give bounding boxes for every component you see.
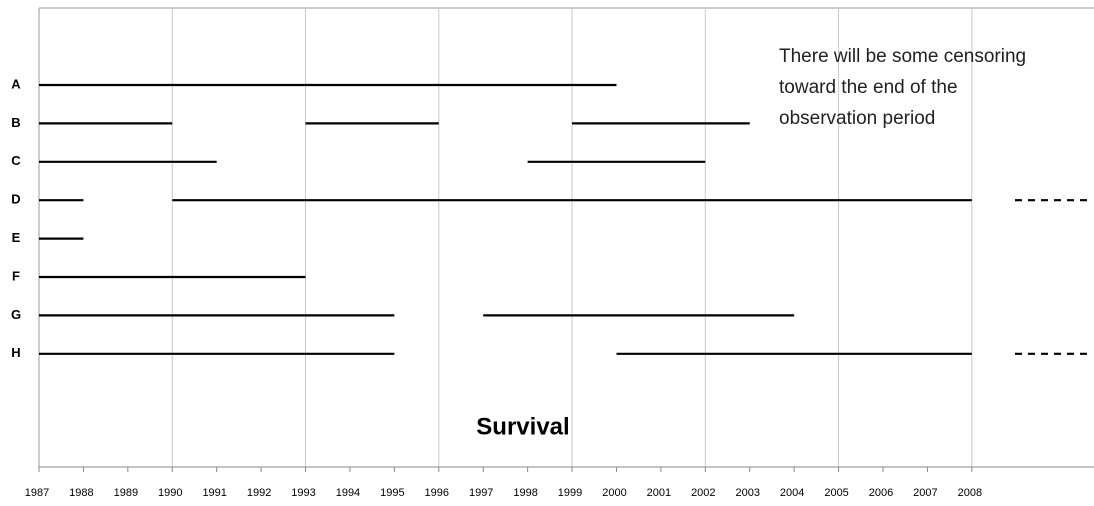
row-label: B (11, 115, 20, 130)
x-tick-label: 2000 (602, 487, 626, 499)
x-tick-label: 1987 (25, 487, 49, 499)
annotation: observation period (779, 108, 935, 129)
row-label: H (11, 345, 20, 360)
x-tick-label: 1989 (114, 487, 138, 499)
x-tick-label: 2004 (780, 487, 804, 499)
row-label: C (11, 153, 21, 168)
x-tick-label: 2008 (958, 487, 982, 499)
row-label: A (11, 76, 21, 91)
annotation: toward the end of the (779, 77, 958, 98)
annotation: There will be some censoring (779, 46, 1026, 67)
x-tick-label: 1995 (380, 487, 404, 499)
x-tick-label: 1998 (513, 487, 537, 499)
x-tick-label: 1997 (469, 487, 493, 499)
x-tick-label: 1994 (336, 487, 360, 499)
x-tick-label: 1991 (202, 487, 226, 499)
x-tick-label: 1988 (69, 487, 93, 499)
row-label: E (12, 230, 21, 245)
x-tick-label: 2002 (691, 487, 715, 499)
x-tick-label: 1992 (247, 487, 271, 499)
row-label: G (11, 307, 21, 322)
row-label: F (12, 268, 20, 283)
chart-title: Survival (476, 413, 569, 440)
x-tick-label: 1990 (158, 487, 182, 499)
x-tick-label: 2007 (913, 487, 937, 499)
x-tick-label: 1999 (558, 487, 582, 499)
x-tick-label: 2003 (735, 487, 759, 499)
x-tick-label: 2006 (869, 487, 893, 499)
x-tick-label: 2005 (824, 487, 848, 499)
row-label: D (11, 192, 20, 207)
x-tick-label: 1996 (425, 487, 449, 499)
x-tick-label: 1993 (291, 487, 315, 499)
x-tick-label: 2001 (647, 487, 671, 499)
